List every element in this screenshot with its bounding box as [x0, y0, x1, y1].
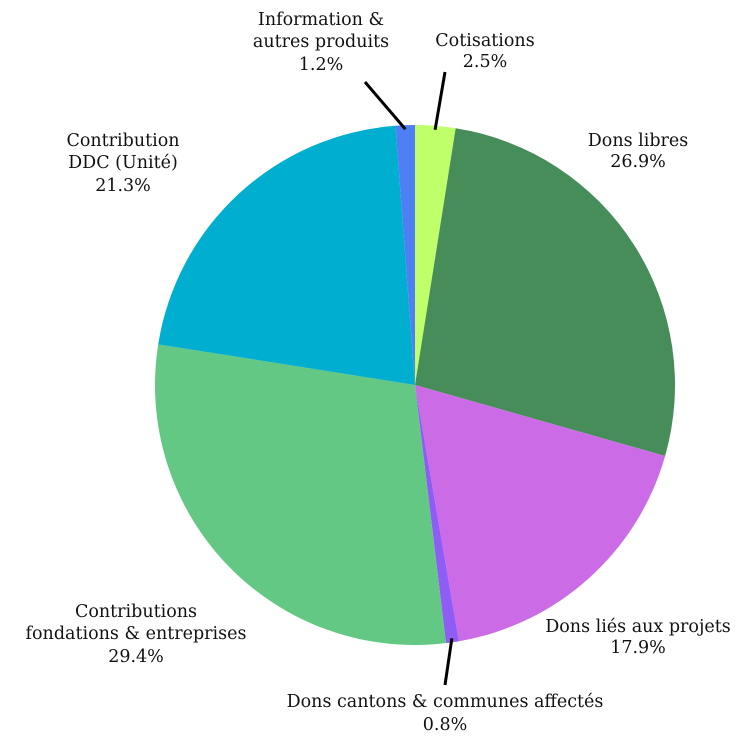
label-dons-libres: Dons libres [588, 131, 688, 151]
value-dons-lies-aux-projets: 17.9% [610, 638, 666, 658]
value-information: 1.2% [299, 55, 343, 75]
slice-contributions-fondations-entreprises [154, 344, 446, 645]
label-information-line1: Information & [258, 10, 384, 30]
slice-dons-lies-aux-projets [415, 385, 666, 642]
label-information-line2: autres produits [253, 32, 389, 52]
leader-dons-cantons-communes-affectes [443, 638, 454, 686]
value-dons-cantons-communes: 0.8% [423, 715, 467, 735]
slice-dons-cantons-communes-affectes [415, 385, 459, 644]
slice-contribution-ddc-unite [158, 125, 415, 386]
slice-information-autres-produits [395, 125, 415, 385]
label-contributions-fondations-line1: Contributions [75, 602, 197, 622]
value-contributions-fondations: 29.4% [108, 647, 164, 667]
slice-cotisations [415, 125, 456, 385]
slice-labels: Cotisations 2.5% Dons libres 26.9% Dons … [26, 10, 731, 735]
label-contribution-ddc-line1: Contribution [66, 131, 179, 151]
leader-information-autres-produits [363, 81, 407, 131]
value-dons-libres: 26.9% [610, 152, 666, 172]
leader-cotisations [433, 71, 447, 131]
leader-lines [363, 71, 454, 686]
label-contribution-ddc-line2: DDC (Unité) [68, 153, 178, 173]
slice-dons-libres [415, 128, 675, 456]
label-contributions-fondations-line2: fondations & entreprises [26, 624, 247, 644]
label-cotisations: Cotisations [435, 31, 534, 51]
value-cotisations: 2.5% [463, 52, 507, 72]
pie-slices [154, 125, 675, 645]
label-dons-lies-aux-projets: Dons liés aux projets [545, 617, 731, 637]
label-dons-cantons-communes: Dons cantons & communes affectés [287, 692, 604, 712]
value-contribution-ddc: 21.3% [95, 176, 151, 196]
